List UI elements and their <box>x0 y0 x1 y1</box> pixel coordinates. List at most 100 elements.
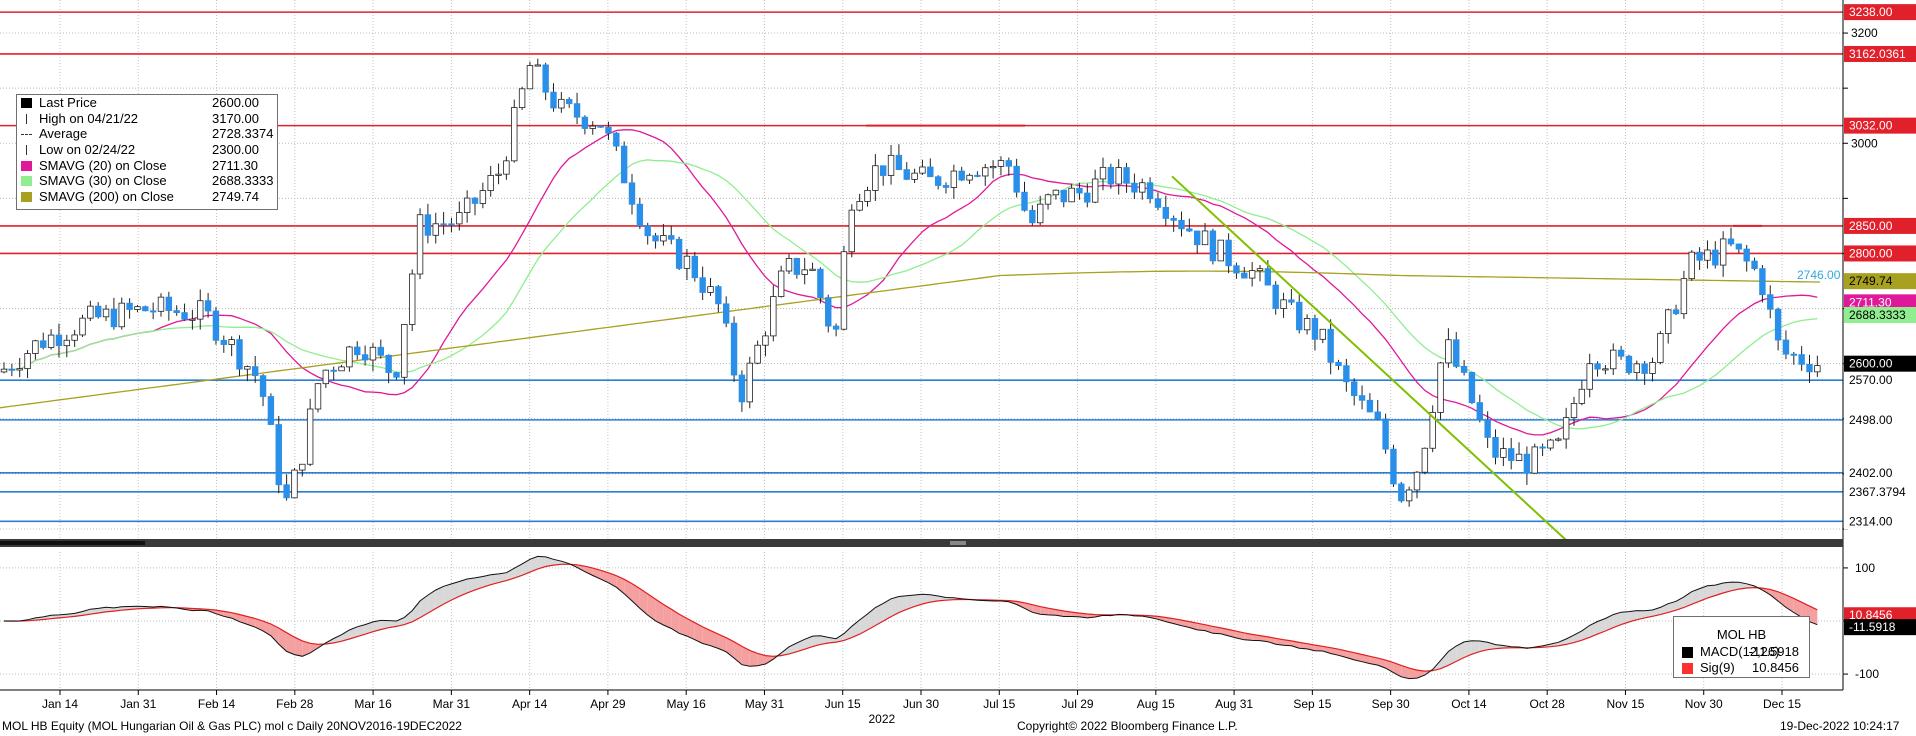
x-tick-label: Jun 30 <box>903 697 939 711</box>
x-tick-label: Oct 14 <box>1451 697 1487 711</box>
candle <box>322 369 330 385</box>
candle <box>1241 272 1248 279</box>
candle <box>149 310 157 313</box>
legend-value: 10.8456 <box>1752 660 1799 675</box>
legend-value: 2688.3333 <box>212 173 274 189</box>
legend-swatch <box>1682 647 1693 658</box>
legend-value: 2711.30 <box>212 157 259 173</box>
x-tick-label: Feb 28 <box>276 697 314 711</box>
macd-fill <box>388 620 397 628</box>
legend-label: MACD(12,26) <box>1700 644 1780 659</box>
candle <box>699 277 706 293</box>
x-year-label: 2022 <box>869 712 896 726</box>
candle <box>1272 284 1279 309</box>
candle <box>1688 251 1695 280</box>
candle <box>1044 194 1052 205</box>
macd-fill <box>545 556 554 567</box>
candle <box>573 103 581 118</box>
x-tick-label: Mar 31 <box>433 697 471 711</box>
macd-fill <box>1471 640 1480 655</box>
candle <box>314 383 322 410</box>
macd-fill <box>922 594 931 604</box>
candle <box>330 369 337 372</box>
macd-fill <box>310 643 318 653</box>
candle <box>1617 349 1625 357</box>
macd-fill <box>530 556 538 573</box>
candle <box>566 98 573 105</box>
macd-fill <box>82 609 91 616</box>
candle <box>157 296 165 312</box>
candle <box>691 255 698 279</box>
candle <box>361 354 369 361</box>
candle <box>95 305 102 318</box>
candle <box>660 235 667 242</box>
candle <box>895 154 903 171</box>
legend-row-last-price: Last Price 2600.00 <box>17 95 277 111</box>
macd-fill <box>1456 641 1465 662</box>
candle <box>142 306 149 312</box>
candle <box>1672 309 1680 315</box>
macd-fill <box>1417 670 1425 679</box>
candle <box>1233 265 1240 274</box>
candle <box>958 170 965 181</box>
candle <box>212 310 220 341</box>
candle <box>1492 437 1499 458</box>
candle <box>1719 238 1727 266</box>
sma200-line <box>0 270 1821 409</box>
value-tag-bg <box>1844 294 1916 311</box>
candle <box>1099 166 1107 180</box>
candle <box>1594 363 1601 370</box>
macd-legend-row: MACD(12,26) -11.5918 <box>1678 644 1805 660</box>
candle <box>1421 447 1429 473</box>
macd-fill <box>302 640 311 657</box>
candle <box>1107 166 1115 185</box>
candle <box>1453 339 1460 367</box>
candle <box>220 339 227 345</box>
candle <box>644 225 651 237</box>
value-tag: 2688.3333 <box>1849 308 1906 322</box>
level-tag: 2402.00 <box>1849 466 1893 480</box>
macd-fill <box>577 564 585 572</box>
legend-row-low: Low on 02/24/22 2300.00 <box>17 142 277 158</box>
candle <box>966 174 973 181</box>
macd-fill <box>1574 630 1582 643</box>
candle <box>503 160 510 175</box>
candle <box>0 368 8 373</box>
candle <box>1256 268 1264 272</box>
level-tag-bg <box>1844 217 1916 234</box>
macd-fill <box>1197 623 1205 631</box>
macd-fill <box>1055 609 1064 617</box>
panel-divider[interactable] <box>0 539 1843 547</box>
candle <box>1021 191 1028 211</box>
candle <box>1201 230 1209 246</box>
macd-fill <box>1668 601 1676 613</box>
candle <box>558 98 565 109</box>
candle <box>456 212 463 225</box>
macd-fill <box>1040 606 1049 615</box>
legend-row-sma20: SMAVG (20) on Close 2711.30 <box>17 158 277 174</box>
ticker-line: MOL HB Equity (MOL Hungarian Oil & Gas P… <box>2 719 462 733</box>
legend-value: 2600.00 <box>212 95 259 110</box>
candle <box>1523 453 1531 474</box>
macd-fill <box>482 574 491 588</box>
candle <box>393 372 400 378</box>
macd-fill <box>1464 640 1472 658</box>
macd-fill <box>851 619 860 638</box>
legend-swatch <box>21 98 32 108</box>
candle <box>1382 418 1389 450</box>
candle <box>723 303 730 324</box>
macd-fill <box>1409 668 1417 679</box>
macd-fill <box>883 598 892 622</box>
value-tag: 2600.00 <box>1849 357 1893 371</box>
legend-label: Average <box>39 126 88 142</box>
candle <box>1539 446 1546 449</box>
macd-fill <box>1723 582 1731 593</box>
candle <box>1288 299 1295 303</box>
candle <box>1225 239 1232 267</box>
x-tick-label: Jan 14 <box>42 697 78 711</box>
panel-divider-handle <box>0 541 145 545</box>
level-tag-bg <box>1844 411 1916 428</box>
macd-fill <box>1589 621 1598 638</box>
macd-fill <box>1613 612 1622 628</box>
